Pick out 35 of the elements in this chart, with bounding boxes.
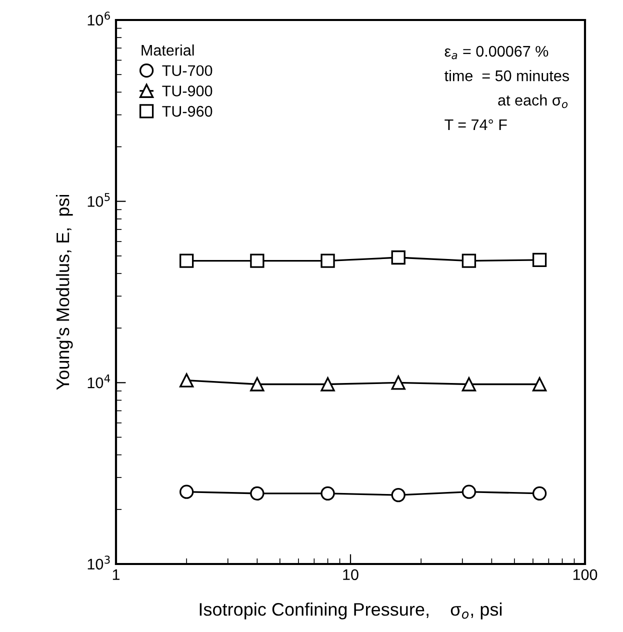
point	[320, 377, 335, 392]
y-tick-label: 10$^{5}$	[88, 193, 110, 207]
x-tick-label: 100	[573, 569, 598, 580]
annotation: at each σ$_{o}$	[498, 94, 568, 108]
legend-label: TU-700	[162, 65, 212, 76]
x-tick-label: 10	[343, 569, 358, 580]
point	[250, 254, 264, 268]
legend-label: TU-900	[162, 86, 212, 96]
point	[532, 252, 547, 268]
point	[532, 486, 547, 501]
legend-title: Material	[142, 44, 194, 56]
point	[250, 377, 264, 392]
point	[320, 486, 335, 501]
point	[391, 250, 406, 265]
y-tick-label: 10$^{4}$	[88, 374, 110, 388]
y-tick-label: 10$^{3}$	[88, 556, 110, 570]
point	[320, 254, 335, 268]
x-axis-title: Isotropic Confining Pressure, σ$_{o}$, psi	[200, 602, 502, 620]
point	[180, 484, 194, 499]
annotation: T = 74° F	[444, 119, 507, 130]
y-axis-title: Young's Modulus, E, psi	[56, 194, 73, 390]
legend-label: TU-960	[162, 106, 212, 117]
point	[462, 254, 476, 268]
point	[391, 488, 406, 502]
point	[180, 373, 194, 388]
annotation: ε$_{a}$ = 0.00067 %	[444, 46, 548, 60]
point	[250, 486, 264, 501]
point	[462, 377, 476, 392]
point	[391, 376, 406, 390]
annotation: time = 50 minutes	[444, 70, 569, 82]
y-tick-label: 10$^{6}$	[88, 12, 110, 26]
point	[462, 484, 476, 499]
x-tick-label: 1	[112, 569, 120, 580]
point	[180, 254, 194, 268]
point	[532, 377, 547, 392]
